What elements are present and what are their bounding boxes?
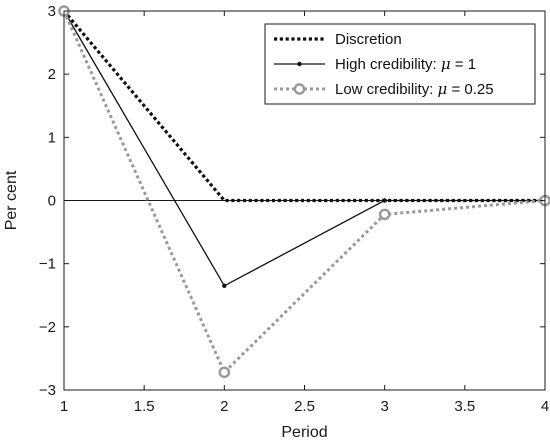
x-tick-label: 2.5	[294, 398, 315, 415]
y-axis-title: Per cent	[3, 170, 20, 230]
legend-label: Low credibility: μ = 0.25	[335, 80, 494, 98]
legend-entry-3: Low credibility: μ = 0.25	[274, 80, 494, 98]
x-tick-label: 1	[60, 398, 68, 415]
legend-entry-1: Discretion	[274, 31, 402, 48]
y-tick-label: 1	[48, 129, 56, 146]
legend-entry-2: High credibility: μ = 1	[274, 55, 476, 73]
legend: Discretion High credibility: μ = 1 Low cre…	[264, 23, 536, 105]
y-tick-label: 3	[48, 3, 56, 20]
y-tick-label: −2	[39, 319, 56, 336]
x-tick-label: 4	[541, 398, 549, 415]
y-tick-label: −1	[39, 256, 56, 273]
data-point	[378, 208, 391, 221]
x-tick-label: 2	[220, 398, 228, 415]
legend-marker	[297, 61, 302, 67]
x-tick-label: 3.5	[454, 398, 475, 415]
data-point	[218, 366, 231, 379]
legend-marker	[293, 83, 306, 95]
x-tick-label: 1.5	[134, 398, 155, 415]
series-layer	[58, 5, 550, 379]
data-point	[382, 198, 387, 203]
x-axis-title: Period	[281, 424, 327, 441]
series-line	[63, 10, 545, 287]
data-point	[222, 283, 227, 288]
y-tick-label: 2	[48, 66, 56, 83]
y-tick-label: 0	[48, 193, 56, 210]
legend-label: High credibility: μ = 1	[335, 55, 476, 73]
legend-label: Discretion	[335, 31, 402, 48]
series-3	[58, 5, 550, 379]
y-tick-label: −3	[39, 382, 56, 399]
x-tick-label: 3	[380, 398, 388, 415]
tick-layer: 1 1.5 2 2.5 3 3.5 4 −3 −2 −1 0 1 2 3	[39, 3, 549, 415]
